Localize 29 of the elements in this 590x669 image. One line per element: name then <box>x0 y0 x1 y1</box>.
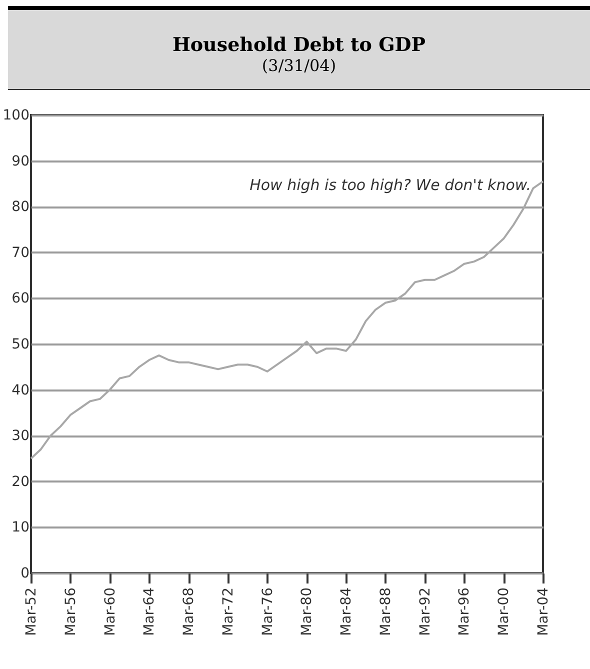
line-series <box>30 180 544 460</box>
y-tick-label: 90 <box>12 153 30 170</box>
x-tick-label: Mar-96 <box>456 587 473 636</box>
x-tick-label: Mar-64 <box>142 587 158 636</box>
y-tick-label: 100 <box>2 108 30 124</box>
y-tick-label: 80 <box>12 199 30 216</box>
chart-title: Household Debt to GDP <box>171 34 427 56</box>
x-tick-label: Mar-52 <box>24 588 40 636</box>
y-tick-label: 40 <box>12 382 30 398</box>
x-tick-label: Mar-60 <box>102 588 118 636</box>
x-tick-label: Mar-80 <box>299 588 316 636</box>
chart-subtitle: (3/31/04) <box>260 56 338 75</box>
y-tick-label: 0 <box>20 566 30 582</box>
x-tick-label: Mar-68 <box>181 588 198 636</box>
y-tick-label: 50 <box>12 336 30 352</box>
y-tick-label: 70 <box>12 244 30 261</box>
y-tick-label: 60 <box>12 290 30 307</box>
x-tick-label: Mar-88 <box>378 588 394 636</box>
annotation: How high is too high? We don't know. <box>250 176 531 194</box>
x-tick-label: Mar-00 <box>496 588 512 636</box>
y-tick-label: 10 <box>12 520 30 536</box>
y-tick-label: 20 <box>12 474 30 490</box>
x-tick-label: Mar-92 <box>417 588 434 636</box>
x-tick-label: Mar-76 <box>260 587 276 636</box>
x-tick-label: Mar-72 <box>220 588 236 636</box>
x-tick-label: Mar-56 <box>62 587 79 636</box>
y-tick-label: 30 <box>12 428 30 444</box>
x-tick-label: Mar-04 <box>536 587 552 636</box>
x-tick-label: Mar-84 <box>338 587 355 636</box>
